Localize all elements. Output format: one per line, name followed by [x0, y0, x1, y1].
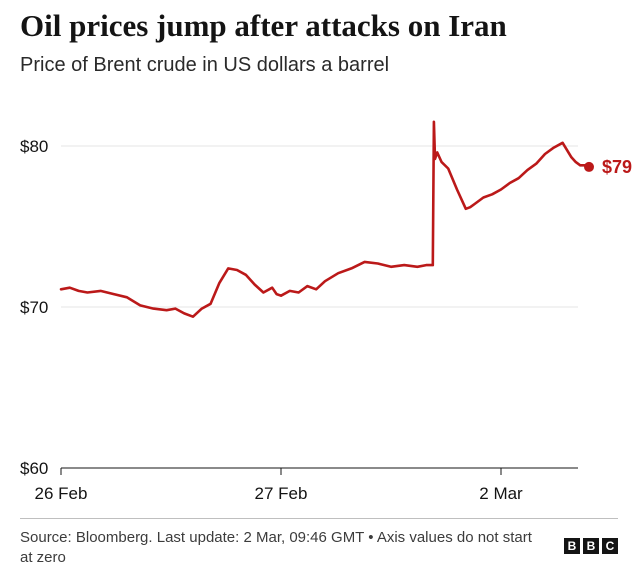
- y-tick-label: $60: [20, 459, 48, 478]
- y-tick-label: $80: [20, 137, 48, 156]
- series-end-label: $79: [602, 157, 632, 177]
- bbc-logo-letter: B: [564, 538, 580, 554]
- series-end-dot: [584, 161, 594, 172]
- footer-divider: [20, 518, 618, 519]
- x-tick-label: 2 Mar: [479, 484, 523, 503]
- y-axis-labels: $60 $70 $80: [20, 137, 48, 478]
- bbc-logo-letter: B: [583, 538, 599, 554]
- series-line: [59, 120, 591, 319]
- series-layer: $79: [59, 120, 632, 319]
- x-axis: 26 Feb 27 Feb 2 Mar: [35, 467, 578, 503]
- chart-title: Oil prices jump after attacks on Iran: [20, 8, 507, 43]
- x-tick-label: 27 Feb: [255, 484, 308, 503]
- gridlines: [61, 145, 578, 308]
- x-tick-label: 26 Feb: [35, 484, 88, 503]
- line-chart: $60 $70 $80 26 Feb 27 Feb 2 Mar $79: [20, 120, 632, 503]
- bbc-logo-letter: C: [602, 538, 618, 554]
- source-note: Source: Bloomberg. Last update: 2 Mar, 0…: [20, 529, 532, 566]
- chart-subtitle: Price of Brent crude in US dollars a bar…: [20, 54, 390, 76]
- bbc-logo: B B C: [564, 538, 618, 554]
- y-tick-label: $70: [20, 298, 48, 317]
